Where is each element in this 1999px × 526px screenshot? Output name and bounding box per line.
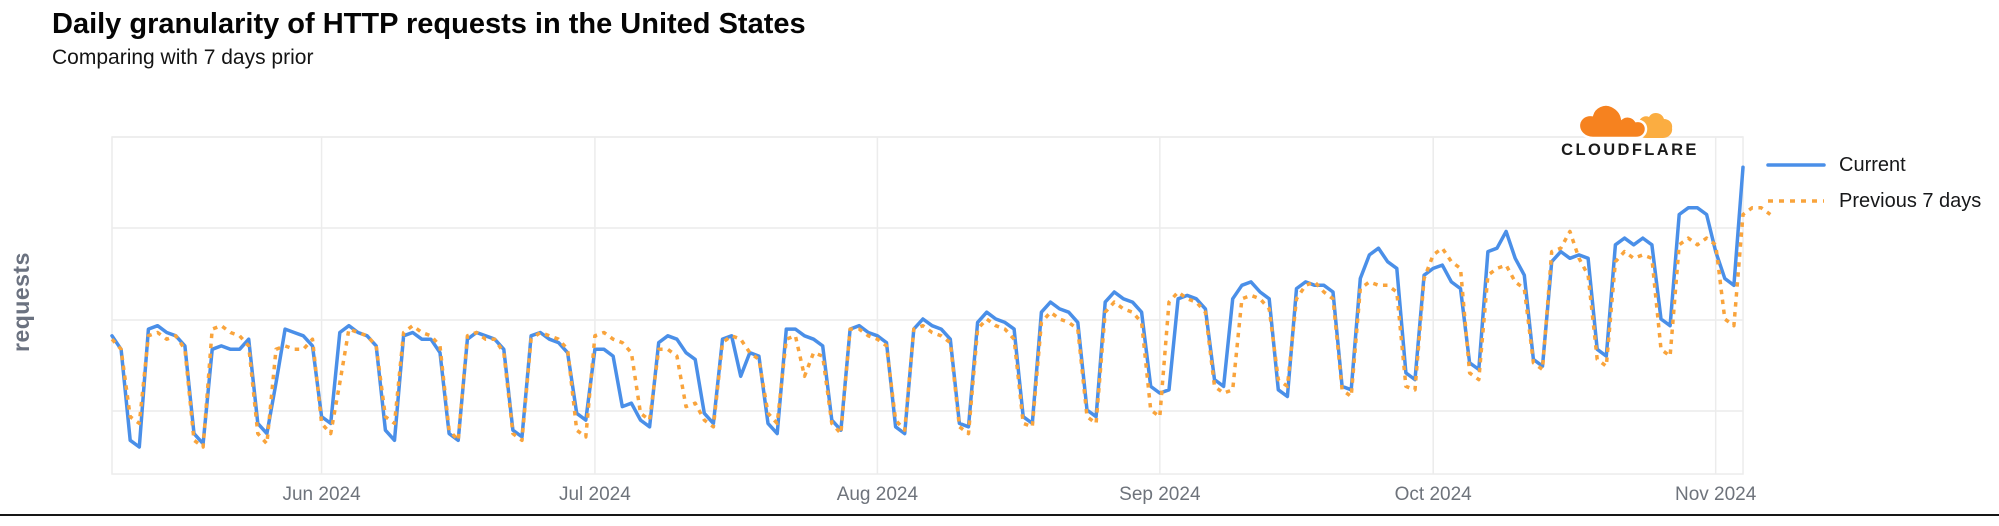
cloudflare-logo[interactable]: CLOUDFLARE bbox=[1558, 102, 1702, 160]
x-tick-label: Jul 2024 bbox=[558, 484, 631, 505]
cloudflare-cloud-icon: CLOUDFLARE bbox=[1561, 103, 1699, 159]
legend-current-line-sample bbox=[1766, 163, 1826, 167]
page-subtitle: Comparing with 7 days prior bbox=[52, 46, 314, 69]
legend-item-current[interactable]: Current bbox=[1766, 154, 1981, 176]
legend-previous-label: Previous 7 days bbox=[1839, 189, 1982, 212]
legend-previous-line-sample bbox=[1768, 199, 1824, 203]
x-tick-label: Oct 2024 bbox=[1394, 484, 1472, 505]
x-tick-label: Aug 2024 bbox=[836, 484, 919, 505]
page-title: Daily granularity of HTTP requests in th… bbox=[52, 8, 806, 40]
x-tick-label: Sep 2024 bbox=[1119, 484, 1201, 505]
plot-border bbox=[111, 136, 1744, 475]
cloudflare-wordmark: CLOUDFLARE bbox=[1561, 141, 1699, 159]
previous-7-days-series-line bbox=[110, 206, 1772, 449]
x-tick-label: Nov 2024 bbox=[1674, 484, 1757, 505]
legend-current-label: Current bbox=[1839, 153, 1906, 176]
bottom-section-divider bbox=[0, 514, 1999, 516]
current-series-line bbox=[110, 165, 1745, 449]
legend-item-previous-7-days[interactable]: Previous 7 days bbox=[1766, 190, 1981, 212]
x-tick-label: Jun 2024 bbox=[282, 484, 361, 505]
chart-legend: Current Previous 7 days bbox=[1766, 154, 1981, 226]
